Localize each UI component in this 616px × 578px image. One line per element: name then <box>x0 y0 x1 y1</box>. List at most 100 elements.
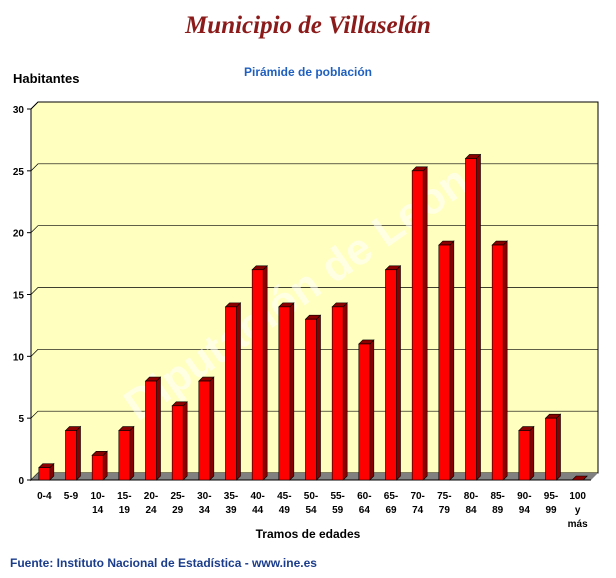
bar <box>518 425 535 481</box>
bars <box>38 153 588 481</box>
bar-front <box>38 467 51 481</box>
y-tick-label: 25 <box>13 167 25 178</box>
x-tick-label: 20-24 <box>144 491 158 516</box>
bar <box>571 475 588 481</box>
bar-side <box>396 265 401 481</box>
y-tick-label: 0 <box>18 476 24 487</box>
bar-front <box>145 380 157 481</box>
x-tick-label: 95-99 <box>544 491 558 516</box>
gridline <box>30 101 598 110</box>
bar-side <box>262 265 268 481</box>
y-tick-label: 20 <box>13 229 25 240</box>
x-tick-label: 35-39 <box>224 491 238 516</box>
bar-side <box>476 153 481 481</box>
bar <box>438 240 455 481</box>
bar <box>384 265 402 481</box>
bar-front <box>358 343 371 481</box>
x-tick-label: 60-64 <box>357 491 371 516</box>
bar <box>278 302 295 481</box>
x-tick-label: 75-79 <box>437 491 451 516</box>
bar <box>91 450 108 481</box>
x-tick-label: 40-44 <box>250 491 264 516</box>
x-tick-label: 80-84 <box>464 491 478 516</box>
bar <box>144 376 162 481</box>
gridline <box>30 287 598 295</box>
bar-side <box>316 314 321 481</box>
bar-front <box>438 244 451 481</box>
bar-side <box>502 240 508 481</box>
y-tick-label: 15 <box>13 291 25 302</box>
bar-side <box>529 425 535 481</box>
x-tick-label: 70-74 <box>410 491 424 516</box>
x-tick-label: 55-59 <box>330 491 344 516</box>
x-tick-label: 65-69 <box>384 491 398 516</box>
bar-front <box>385 269 397 481</box>
bar-side <box>156 376 161 481</box>
x-tick-label: 45-49 <box>277 491 291 516</box>
bar-side <box>342 302 348 481</box>
x-axis-label: Tramos de edades <box>255 527 361 541</box>
chart-subtitle: Pirámide de población <box>243 65 373 79</box>
y-tick-label: 10 <box>13 352 25 363</box>
x-tick-labels: 0-4 5-9 10-14 15-19 20-24 25-29 30-34 35-39 40-4… <box>37 491 588 530</box>
bar <box>251 265 268 481</box>
bar-side <box>236 302 241 481</box>
gridline <box>30 348 598 357</box>
gridlines <box>27 101 598 481</box>
bar-side <box>129 425 135 481</box>
bar <box>171 401 188 481</box>
x-tick-label: 0-4 <box>37 491 52 502</box>
x-tick-label: 50-54 <box>304 491 318 516</box>
bar <box>224 302 242 481</box>
bar <box>198 376 215 481</box>
bar-front <box>198 380 211 481</box>
bar <box>38 462 55 481</box>
gridline <box>30 163 598 172</box>
gridline <box>30 410 598 419</box>
bar-side <box>556 413 561 481</box>
bar-front <box>545 417 557 481</box>
bar <box>304 314 322 481</box>
bar-front <box>118 430 131 481</box>
bar <box>464 153 482 481</box>
x-tick-label: 15-19 <box>117 491 131 516</box>
bar <box>331 302 348 481</box>
x-tick-label: 100 y más <box>568 491 588 530</box>
y-tick-labels: 0 5 10 15 20 25 30 <box>13 105 25 487</box>
bar-side <box>369 339 375 481</box>
bar <box>411 166 428 481</box>
bar-side <box>182 401 188 481</box>
bar-front <box>278 306 291 481</box>
bar-side <box>76 425 81 481</box>
bar <box>64 425 82 481</box>
y-tick-label: 30 <box>13 105 25 116</box>
bar-side <box>209 376 215 481</box>
bar-front <box>331 306 344 481</box>
bar-front <box>65 430 77 481</box>
bar <box>358 339 375 481</box>
bar-side <box>422 166 428 481</box>
bar-front <box>305 318 317 481</box>
bar-front <box>225 306 237 481</box>
y-axis-label: Habitantes <box>13 71 80 86</box>
bar-front <box>518 430 531 481</box>
bar-side <box>289 302 295 481</box>
bar-front <box>251 269 264 481</box>
bar-front <box>171 405 184 481</box>
source-footer: Fuente: Instituto Nacional de Estadístic… <box>10 556 317 570</box>
x-tick-label: 5-9 <box>64 491 79 502</box>
bar-side <box>449 240 455 481</box>
x-tick-label: 90-94 <box>517 491 531 516</box>
bar-side <box>102 450 108 481</box>
x-tick-label: 30-34 <box>197 491 211 516</box>
x-tick-label: 10-14 <box>90 491 104 516</box>
bar-front <box>491 244 504 481</box>
bar-front <box>411 170 424 481</box>
bar <box>491 240 508 481</box>
page-title: Municipio de Villaselán <box>185 12 431 39</box>
bar <box>544 413 562 481</box>
y-tick-label: 5 <box>18 414 24 425</box>
bar-top <box>571 475 588 481</box>
bar <box>118 425 135 481</box>
